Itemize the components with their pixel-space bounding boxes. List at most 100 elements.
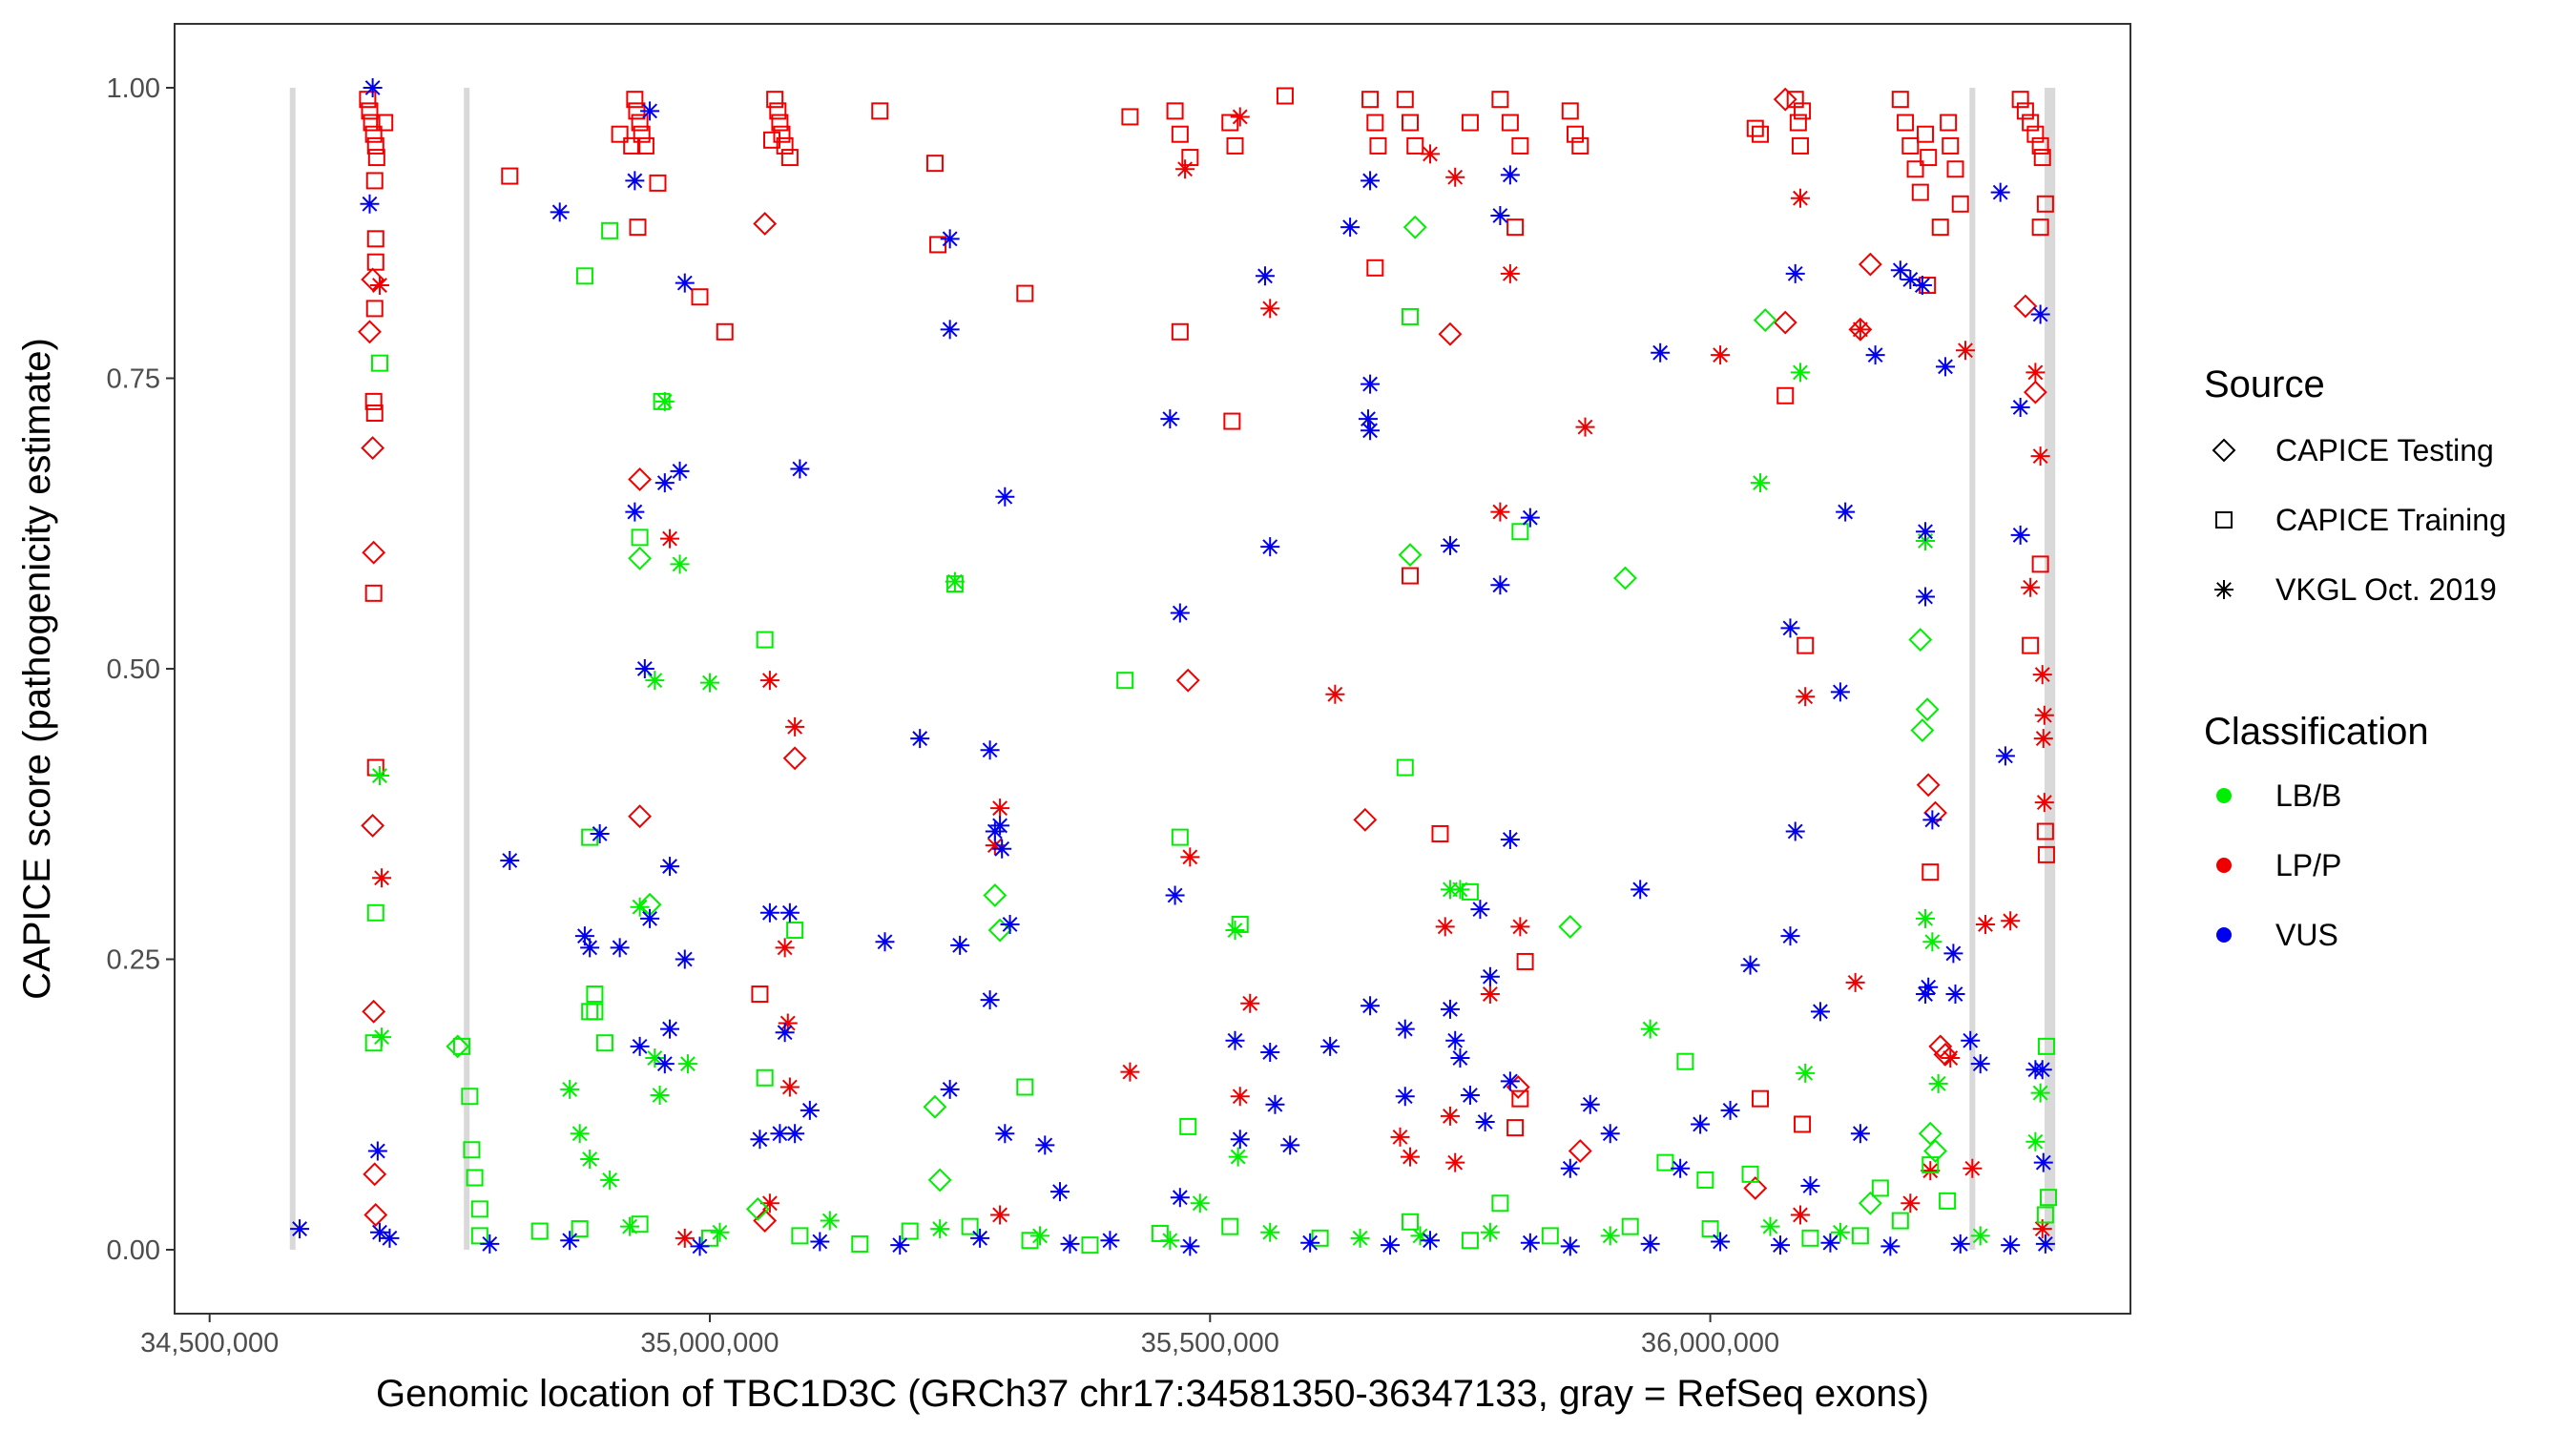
legend-key-diamond xyxy=(2212,438,2236,463)
data-point xyxy=(980,740,1000,760)
y-tick-label: 0.50 xyxy=(107,654,160,685)
data-point xyxy=(1116,672,1134,690)
data-point xyxy=(1943,944,1963,964)
data-point xyxy=(1035,1135,1055,1155)
data-point xyxy=(753,212,778,236)
data-point xyxy=(1406,136,1424,155)
data-point xyxy=(1490,502,1510,522)
data-point xyxy=(1850,320,1870,340)
data-point xyxy=(1491,91,1509,109)
data-point xyxy=(369,276,389,296)
data-point xyxy=(1175,668,1200,693)
data-point xyxy=(2023,380,2047,404)
data-point xyxy=(770,1124,790,1144)
data-point xyxy=(1121,108,1139,126)
data-point xyxy=(1340,218,1361,238)
data-point xyxy=(1179,1117,1197,1135)
data-point xyxy=(363,77,383,97)
data-point xyxy=(1160,409,1180,429)
data-point xyxy=(660,1019,680,1039)
data-point xyxy=(990,798,1010,819)
data-point xyxy=(1461,114,1479,132)
data-point xyxy=(571,1220,589,1238)
data-point xyxy=(1751,473,1771,493)
data-point xyxy=(1936,357,1956,377)
legend-source-label: CAPICE Testing xyxy=(2275,433,2494,467)
data-point xyxy=(654,473,675,493)
data-point xyxy=(945,571,965,591)
data-point xyxy=(1568,1139,1592,1163)
data-point xyxy=(1865,345,1885,365)
data-point xyxy=(901,1222,919,1240)
data-point xyxy=(1933,1042,1958,1067)
data-point xyxy=(1361,996,1381,1016)
data-point xyxy=(586,1003,604,1021)
data-point xyxy=(1520,508,1540,528)
y-tick-label: 0.25 xyxy=(107,945,160,976)
data-point xyxy=(1871,1179,1889,1197)
data-point xyxy=(1398,543,1423,568)
data-point xyxy=(358,320,382,344)
data-point xyxy=(470,1227,488,1245)
data-point xyxy=(871,102,889,120)
data-point xyxy=(1475,1112,1495,1132)
data-point xyxy=(600,1170,620,1190)
data-point xyxy=(1500,263,1520,283)
data-point xyxy=(1396,91,1414,109)
data-point xyxy=(675,1228,695,1248)
legend-source: Source CAPICE Testing CAPICE Training VKGL… xyxy=(2204,363,2506,607)
data-point xyxy=(2035,1234,2055,1254)
data-point xyxy=(634,659,654,678)
data-point xyxy=(786,922,804,940)
data-point xyxy=(785,1124,805,1144)
data-point xyxy=(586,985,604,1004)
data-point xyxy=(625,502,645,522)
data-point xyxy=(2016,102,2034,120)
data-point xyxy=(1480,966,1500,986)
data-point xyxy=(2037,845,2055,863)
data-point xyxy=(1810,1002,1830,1022)
data-point xyxy=(759,902,779,923)
data-point xyxy=(1511,1089,1529,1108)
data-point xyxy=(380,1228,400,1248)
data-point xyxy=(1350,1228,1370,1248)
data-point xyxy=(1918,1121,1942,1146)
data-point xyxy=(631,114,649,132)
data-point xyxy=(364,125,383,143)
data-point xyxy=(630,1036,650,1056)
data-point xyxy=(930,1219,950,1239)
data-point xyxy=(1906,160,1924,178)
data-point xyxy=(1746,119,1764,137)
data-point xyxy=(791,1227,809,1245)
data-point xyxy=(2025,1131,2046,1151)
data-point xyxy=(1435,917,1455,937)
data-point xyxy=(2011,91,2029,109)
data-point xyxy=(1016,1078,1034,1096)
data-point xyxy=(1450,1048,1470,1068)
data-point xyxy=(1320,1036,1340,1056)
data-point xyxy=(2031,555,2049,573)
data-point xyxy=(1656,1153,1674,1172)
data-point xyxy=(1402,307,1420,325)
data-point xyxy=(1919,977,1939,997)
data-point xyxy=(364,1203,388,1227)
data-point xyxy=(890,1235,910,1255)
data-point xyxy=(360,194,380,214)
data-point xyxy=(290,1219,310,1239)
data-point xyxy=(645,671,665,691)
data-point xyxy=(1970,1054,1990,1074)
data-point xyxy=(365,172,384,190)
data-point xyxy=(1753,308,1777,333)
data-point xyxy=(366,253,384,271)
data-point xyxy=(778,1013,798,1033)
data-point xyxy=(1445,167,1465,187)
legend-key-dot xyxy=(2216,927,2232,943)
data-point xyxy=(1711,1232,1731,1252)
data-point xyxy=(810,1232,830,1252)
data-point xyxy=(785,716,805,736)
data-point xyxy=(1915,697,1940,722)
data-point xyxy=(1890,260,1910,280)
data-point xyxy=(782,746,807,771)
data-point xyxy=(595,1034,613,1052)
